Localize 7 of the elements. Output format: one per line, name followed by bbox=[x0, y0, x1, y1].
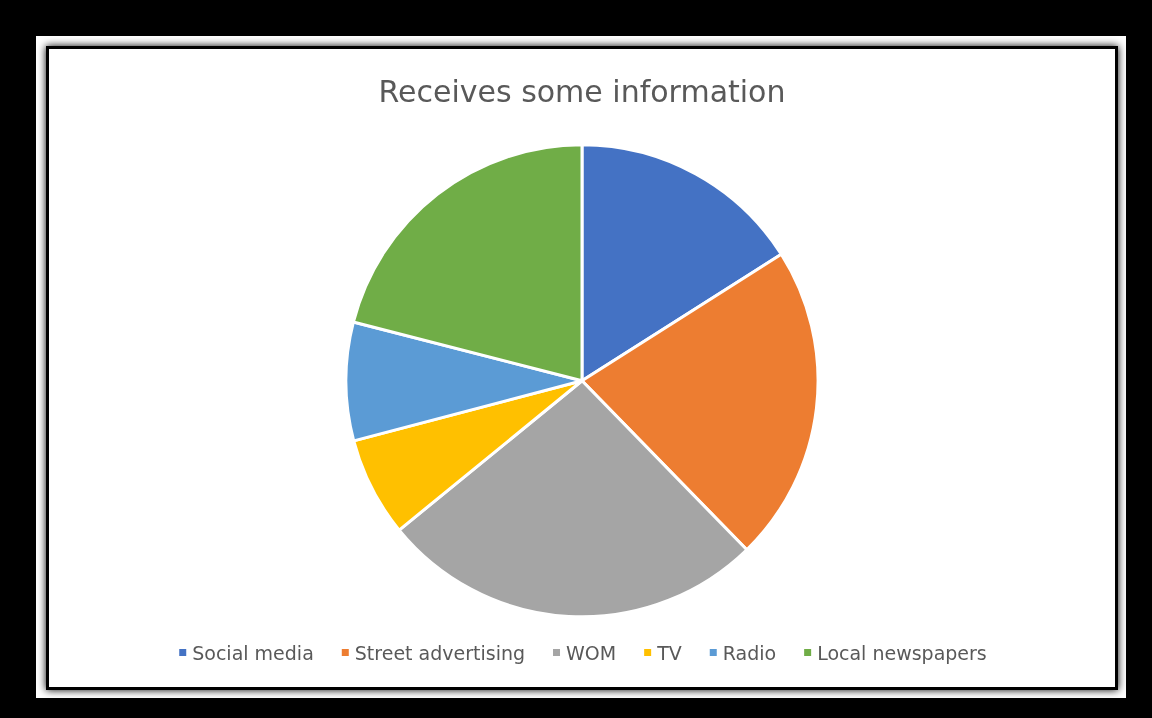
legend-label: TV bbox=[656, 641, 682, 664]
legend-label: Social media bbox=[192, 641, 314, 664]
legend-label: Local newspapers bbox=[817, 641, 987, 664]
legend-label: Street advertising bbox=[354, 641, 526, 664]
legend-label: Radio bbox=[722, 641, 777, 664]
legend-label: WOM bbox=[566, 641, 617, 664]
chart-title: Receives some information bbox=[378, 73, 786, 109]
